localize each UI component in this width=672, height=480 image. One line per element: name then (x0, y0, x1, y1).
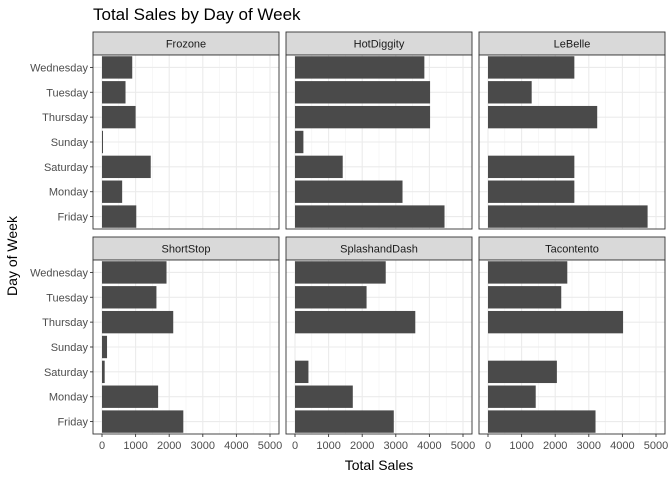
y-tick-label: Wednesday (30, 267, 88, 279)
x-tick-label: 1000 (123, 440, 147, 452)
bar (295, 155, 343, 179)
x-tick-label: 0 (292, 440, 298, 452)
bar (295, 56, 425, 79)
y-tick-label: Monday (49, 187, 89, 199)
bar (488, 410, 596, 433)
bar (488, 205, 648, 228)
bar (102, 56, 133, 79)
bar (295, 180, 403, 203)
panel-border (285, 54, 473, 230)
y-tick-label: Friday (57, 212, 88, 224)
bar (488, 105, 598, 129)
x-tick-label: 4000 (417, 440, 441, 452)
bar (295, 81, 431, 104)
x-axis-title: Total Sales (345, 457, 413, 473)
y-tick-label: Sunday (51, 342, 89, 354)
bar (102, 205, 137, 228)
x-tick-label: 2000 (350, 440, 374, 452)
bar (488, 360, 557, 384)
y-tick-label: Friday (57, 417, 88, 429)
x-tick-label: 5000 (258, 440, 282, 452)
facet-panel: Tacontento 0 1000 2000 3000 4000 5000 (478, 236, 668, 452)
x-tick-label: 2000 (157, 440, 181, 452)
facet-strip-label: ShortStop (162, 244, 211, 256)
bar (295, 310, 416, 334)
bar (102, 261, 167, 284)
y-tick-label: Tuesday (46, 87, 88, 99)
bar (488, 385, 536, 408)
facet-panel: LeBelle (478, 31, 666, 230)
y-tick-label: Sunday (51, 137, 89, 149)
bar (102, 81, 126, 104)
facet-panel: ShortStop Wednesday Tuesday Thursday Sunday S… (30, 236, 282, 452)
facet-strip-label: LeBelle (554, 39, 591, 51)
facet-strip-label: SplashandDash (340, 244, 418, 256)
y-tick-label: Thursday (42, 112, 88, 124)
bar (102, 385, 159, 408)
y-tick-label: Wednesday (30, 62, 88, 74)
bar (295, 261, 386, 284)
bar (488, 310, 624, 334)
x-tick-label: 0 (485, 440, 491, 452)
bar (102, 105, 136, 129)
x-tick-label: 4000 (610, 440, 634, 452)
x-tick-label: 4000 (224, 440, 248, 452)
bar (102, 180, 123, 203)
x-tick-label: 1000 (509, 440, 533, 452)
bar (488, 261, 568, 284)
y-tick-label: Tuesday (46, 292, 88, 304)
facet-strip-label: Tacontento (545, 244, 599, 256)
bar (488, 286, 562, 309)
panel-border (285, 259, 473, 435)
bar (102, 335, 108, 359)
x-tick-label: 2000 (543, 440, 567, 452)
y-tick-label: Saturday (44, 162, 89, 174)
x-tick-label: 5000 (644, 440, 668, 452)
x-tick-label: 3000 (384, 440, 408, 452)
facet-strip-label: Frozone (166, 39, 206, 51)
bar (488, 155, 575, 179)
panel-border (478, 259, 666, 435)
y-tick-label: Thursday (42, 317, 88, 329)
bar (295, 105, 431, 129)
bar (488, 56, 575, 79)
bar (295, 410, 394, 433)
bar (295, 385, 353, 408)
bar (102, 410, 184, 433)
bar (488, 180, 575, 203)
bar (102, 155, 151, 179)
facet-panel: HotDiggity (285, 31, 473, 230)
facet-panel: SplashandDash 0 1000 2000 3000 4000 5000 (285, 236, 475, 452)
facet-panels: Frozone Wednesday Tuesday Thursday Sunday Sat… (30, 31, 668, 452)
y-axis-title: Day of Week (4, 215, 20, 296)
panel-border (478, 54, 666, 230)
bar (102, 360, 105, 384)
facet-panel: Frozone Wednesday Tuesday Thursday Sunday Sat… (30, 31, 280, 230)
y-tick-label: Saturday (44, 367, 89, 379)
x-tick-label: 3000 (191, 440, 215, 452)
bar (295, 360, 309, 384)
facet-strip-label: HotDiggity (354, 39, 405, 51)
bar (295, 205, 445, 228)
y-tick-label: Monday (49, 392, 89, 404)
x-tick-label: 5000 (451, 440, 475, 452)
bar (102, 286, 157, 309)
bar (488, 81, 532, 104)
x-tick-label: 0 (99, 440, 105, 452)
bar (102, 130, 104, 154)
x-tick-label: 3000 (577, 440, 601, 452)
bar (102, 310, 174, 334)
x-tick-label: 1000 (316, 440, 340, 452)
bar (295, 286, 367, 309)
bar (295, 130, 304, 154)
chart-title: Total Sales by Day of Week (93, 5, 301, 24)
